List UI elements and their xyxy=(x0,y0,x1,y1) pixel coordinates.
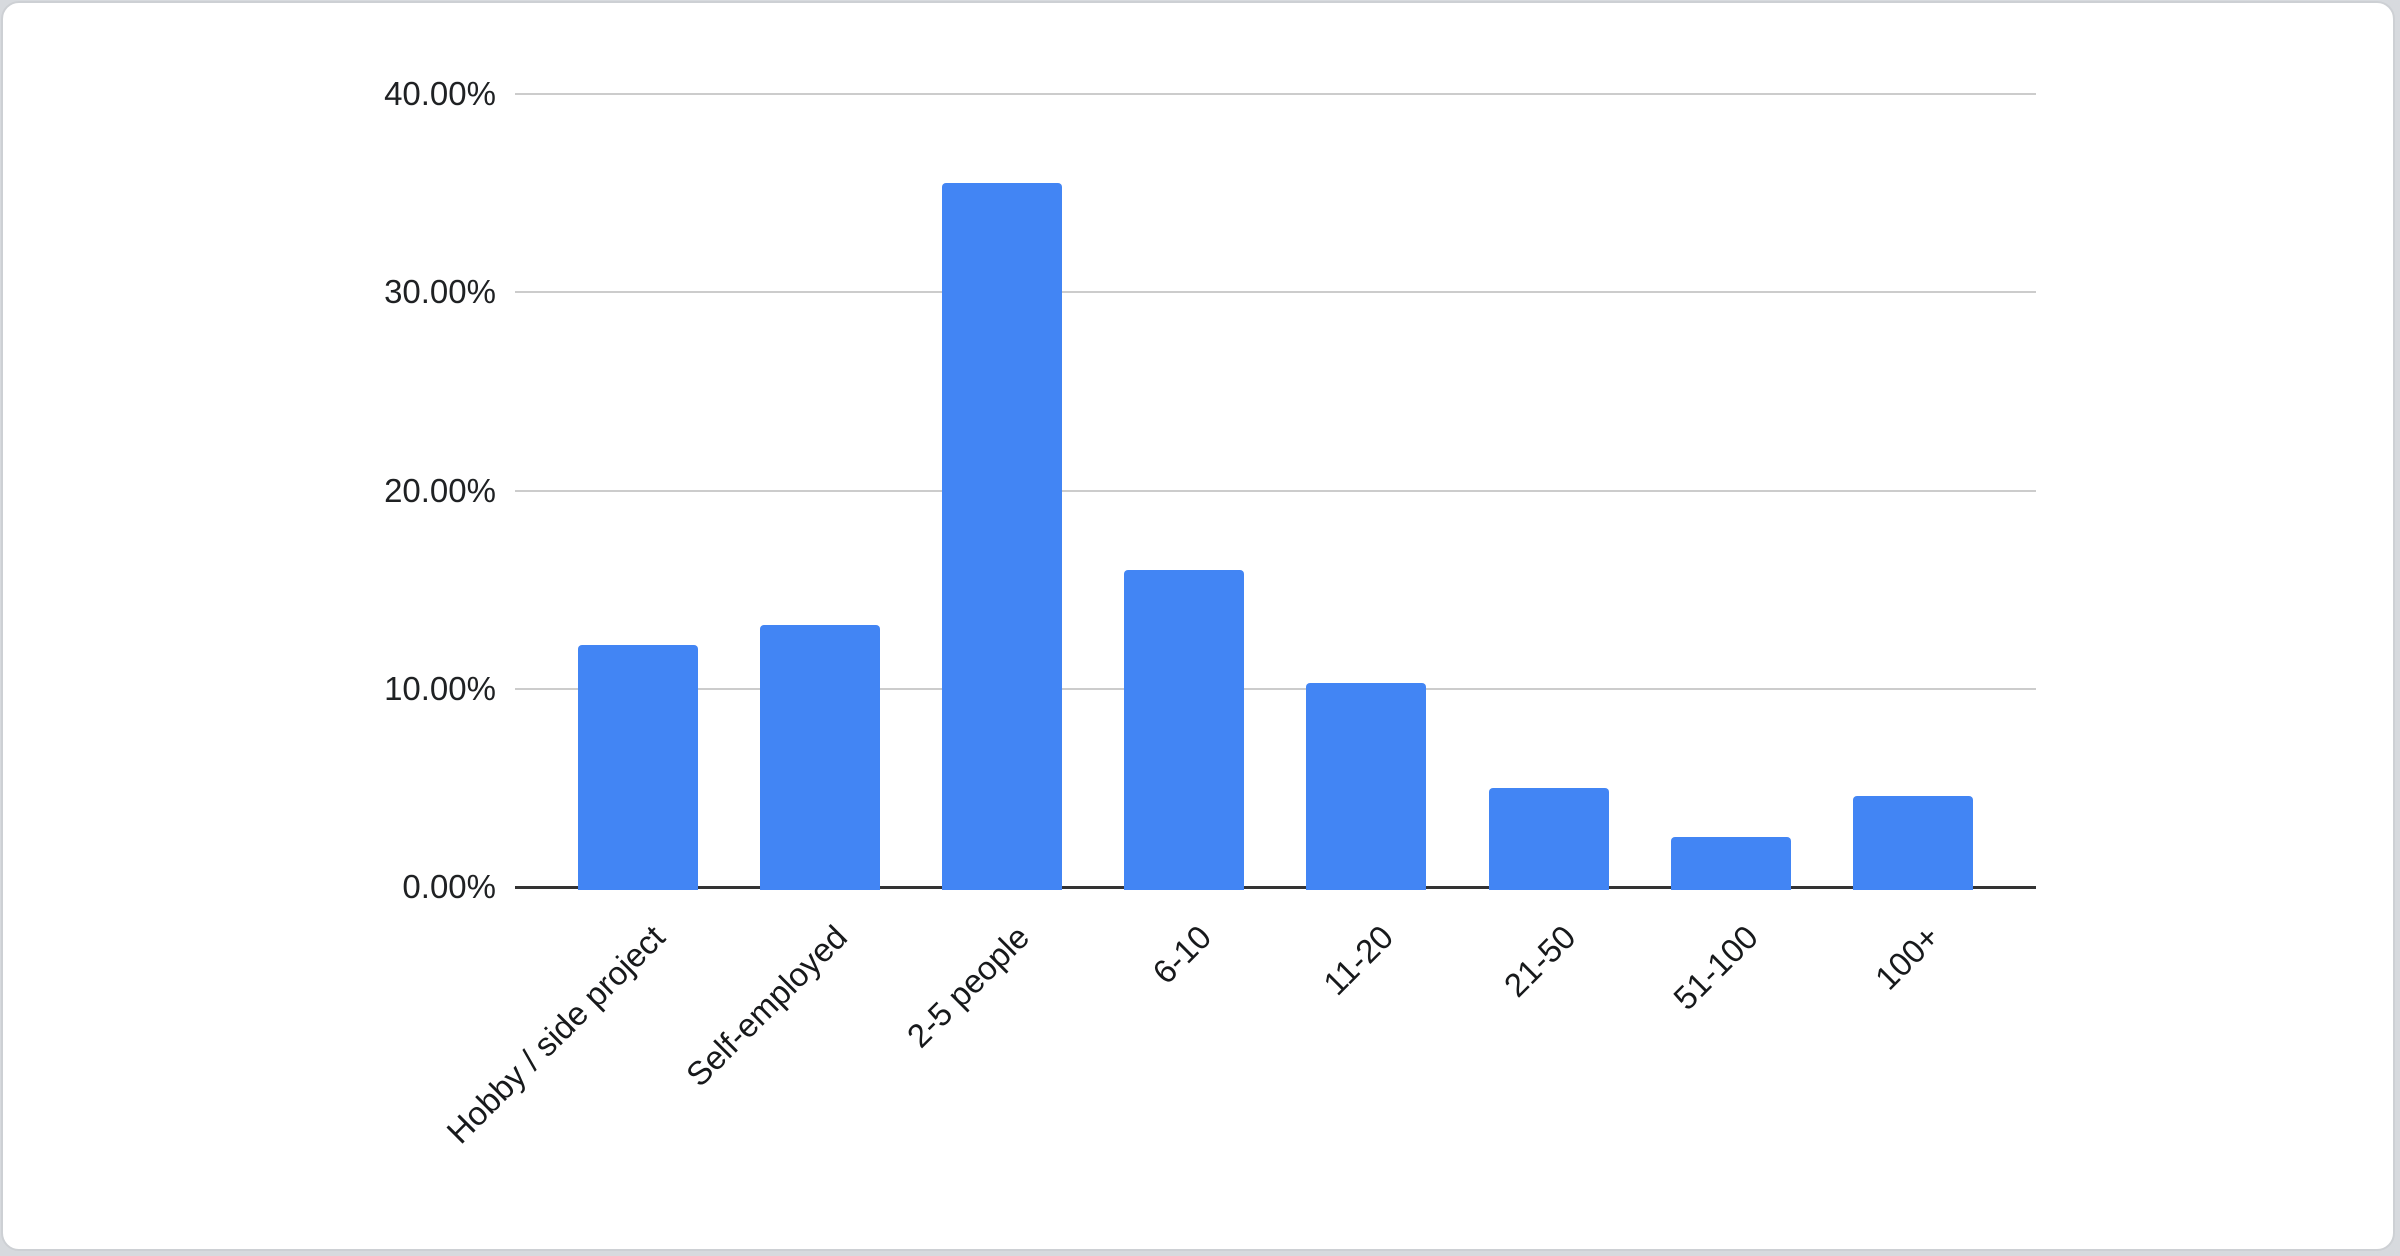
x-axis-tick-label: 21-50 xyxy=(1496,918,1583,1004)
y-axis-tick-label: 40.00% xyxy=(384,75,496,113)
bar-chart: 40.00% 30.00% 20.00% 10.00% 0.00% Hobby / sid… xyxy=(3,3,2393,1249)
x-axis-tick-label: 2-5 people xyxy=(899,918,1037,1055)
gridline xyxy=(515,489,2036,492)
x-axis-tick-label: 6-10 xyxy=(1145,918,1219,991)
y-axis-tick-label: 10.00% xyxy=(384,669,496,707)
bar-2-5-people[interactable] xyxy=(942,183,1063,890)
x-axis-tick-label: Hobby / side project xyxy=(439,918,673,1151)
gridline xyxy=(515,93,2036,96)
bar-self-employed[interactable] xyxy=(760,625,881,890)
gridline xyxy=(515,687,2036,690)
y-axis-tick-label: 20.00% xyxy=(384,471,496,509)
bar-11-20[interactable] xyxy=(1306,682,1427,890)
y-axis-tick-label: 0.00% xyxy=(402,868,496,905)
x-axis-tick-label: Self-employed xyxy=(678,918,855,1094)
bar-6-10[interactable] xyxy=(1124,569,1245,890)
bar-21-50[interactable] xyxy=(1488,787,1609,890)
x-axis-tick-label: 51-100 xyxy=(1665,918,1765,1017)
x-axis-tick-label: 11-20 xyxy=(1316,918,1401,1003)
bar-hobby-side-project[interactable] xyxy=(578,645,698,890)
gridline xyxy=(515,291,2036,294)
bar-51-100[interactable] xyxy=(1670,837,1791,890)
x-axis-line xyxy=(515,886,2036,889)
bar-100[interactable] xyxy=(1852,795,1973,890)
x-axis-tick-label: 100+ xyxy=(1868,918,1947,997)
y-axis-tick-label: 30.00% xyxy=(384,273,496,311)
